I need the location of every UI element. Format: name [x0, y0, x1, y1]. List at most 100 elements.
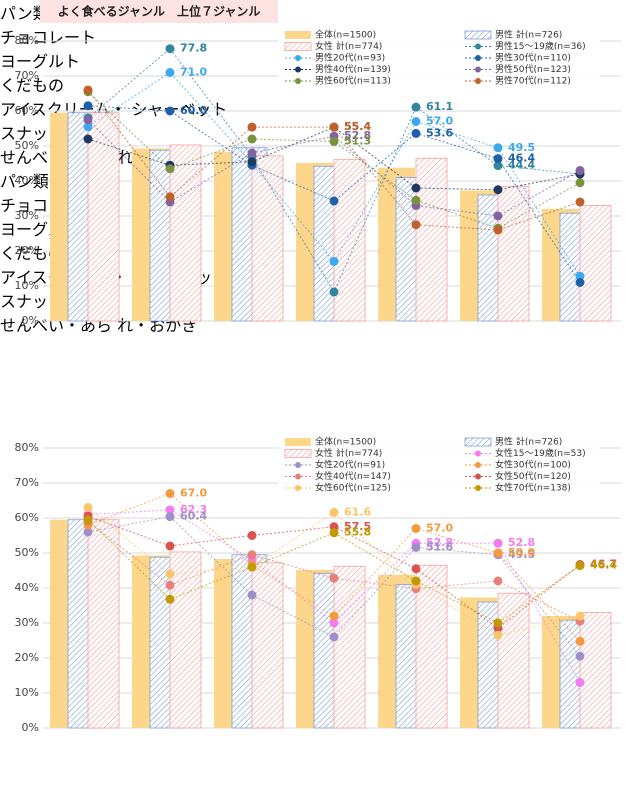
- legend-swatch: [464, 30, 492, 40]
- dot: [411, 564, 421, 574]
- dot: [329, 257, 339, 266]
- legend-swatch: [295, 55, 301, 61]
- dot: [247, 531, 257, 540]
- value-label: 50.0: [508, 546, 535, 559]
- legend-swatch: [475, 462, 481, 468]
- y-tick-label: 10%: [15, 279, 39, 292]
- value-label: 67.0: [180, 487, 207, 500]
- y-tick-label: 70%: [15, 476, 39, 489]
- bar: [169, 144, 202, 322]
- dot: [575, 197, 585, 207]
- legend-swatch: [295, 66, 301, 73]
- dot: [165, 505, 175, 515]
- dot: [165, 512, 175, 522]
- x-tick-label: チョコレート: [0, 28, 97, 47]
- dot: [165, 541, 175, 551]
- y-tick-label: 60%: [15, 511, 39, 524]
- dot: [247, 550, 257, 560]
- dot: [165, 192, 175, 202]
- value-label: 46.4: [508, 152, 535, 165]
- dot: [411, 117, 421, 126]
- value-label: 52.8: [508, 536, 535, 549]
- legend-swatch: [285, 31, 311, 39]
- legend-swatch: [285, 438, 311, 446]
- y-tick-label: 40%: [15, 581, 39, 594]
- value-label: 55.8: [344, 526, 371, 539]
- legend-label: 女性 計(n=774): [315, 40, 382, 52]
- bar: [169, 551, 202, 729]
- value-label: 46.7: [590, 558, 617, 571]
- y-tick-label: 20%: [15, 244, 39, 257]
- dot: [329, 573, 339, 583]
- x-tick-label: くだもの: [0, 76, 65, 95]
- value-label: 52.8: [344, 129, 371, 142]
- dot: [493, 154, 503, 164]
- legend-swatch: [475, 43, 481, 50]
- legend-label: 女性 計(n=774): [315, 447, 382, 459]
- y-tick-label: 20%: [15, 651, 39, 664]
- legend-swatch: [295, 78, 301, 84]
- dot: [247, 157, 257, 167]
- y-tick-label: 80%: [15, 34, 39, 47]
- legend-label: 女性20代(n=91): [315, 459, 385, 471]
- dot: [575, 611, 585, 621]
- y-tick-label: 10%: [15, 686, 39, 699]
- legend-label: 女性40代(n=147): [315, 470, 391, 482]
- dot: [83, 101, 93, 111]
- dot: [411, 195, 421, 205]
- legend-swatch: [475, 78, 481, 84]
- dot: [83, 527, 93, 537]
- dot: [575, 271, 585, 281]
- value-label: 60.0: [180, 104, 207, 117]
- dot: [83, 122, 93, 132]
- bar: [333, 158, 366, 322]
- dot: [411, 220, 421, 230]
- legend-label: 女性15～19歳(n=53): [495, 447, 586, 459]
- dot: [247, 590, 257, 600]
- dot: [411, 128, 421, 138]
- dot: [247, 134, 257, 144]
- bar: [415, 157, 448, 322]
- dot: [329, 196, 339, 206]
- value-label: 51.6: [426, 540, 453, 553]
- legend-label: 男性 計(n=726): [495, 436, 562, 448]
- value-label: 61.6: [344, 505, 371, 518]
- dot: [247, 562, 257, 572]
- y-tick-label: 30%: [15, 616, 39, 629]
- legend-swatch: [295, 462, 301, 468]
- dot: [83, 503, 93, 512]
- legend-swatch: [475, 473, 481, 480]
- title-box: [40, 0, 278, 23]
- dot: [329, 122, 339, 132]
- bar: [579, 205, 612, 322]
- legend-swatch: [475, 485, 481, 491]
- dot: [165, 68, 175, 77]
- dot: [493, 538, 503, 548]
- dot: [411, 102, 421, 112]
- bar: [579, 612, 612, 729]
- legend-swatch: [475, 450, 481, 457]
- dot: [165, 106, 175, 116]
- legend-label: 全体(n=1500): [315, 436, 376, 448]
- value-label: 44.4: [508, 159, 535, 172]
- dot: [165, 164, 175, 174]
- chart-title: よく食べるジャンル 上位７ジャンル: [58, 4, 261, 19]
- legend-box: [278, 436, 600, 498]
- bar: [415, 564, 448, 729]
- dot: [411, 524, 421, 533]
- legend-label: 男性20代(n=93): [315, 52, 385, 64]
- legend-label: 全体(n=1500): [315, 29, 376, 41]
- dot: [247, 148, 257, 158]
- dot: [329, 611, 339, 621]
- legend-label: 男性30代(n=110): [495, 52, 571, 64]
- bar: [497, 592, 530, 729]
- x-tick-label: くだもの: [0, 244, 65, 263]
- legend-label: 男性50代(n=123): [495, 63, 571, 75]
- dot: [493, 225, 503, 235]
- value-label: 57.5: [344, 520, 371, 533]
- dot: [493, 548, 503, 558]
- dot: [575, 278, 585, 287]
- y-tick-label: 40%: [15, 174, 39, 187]
